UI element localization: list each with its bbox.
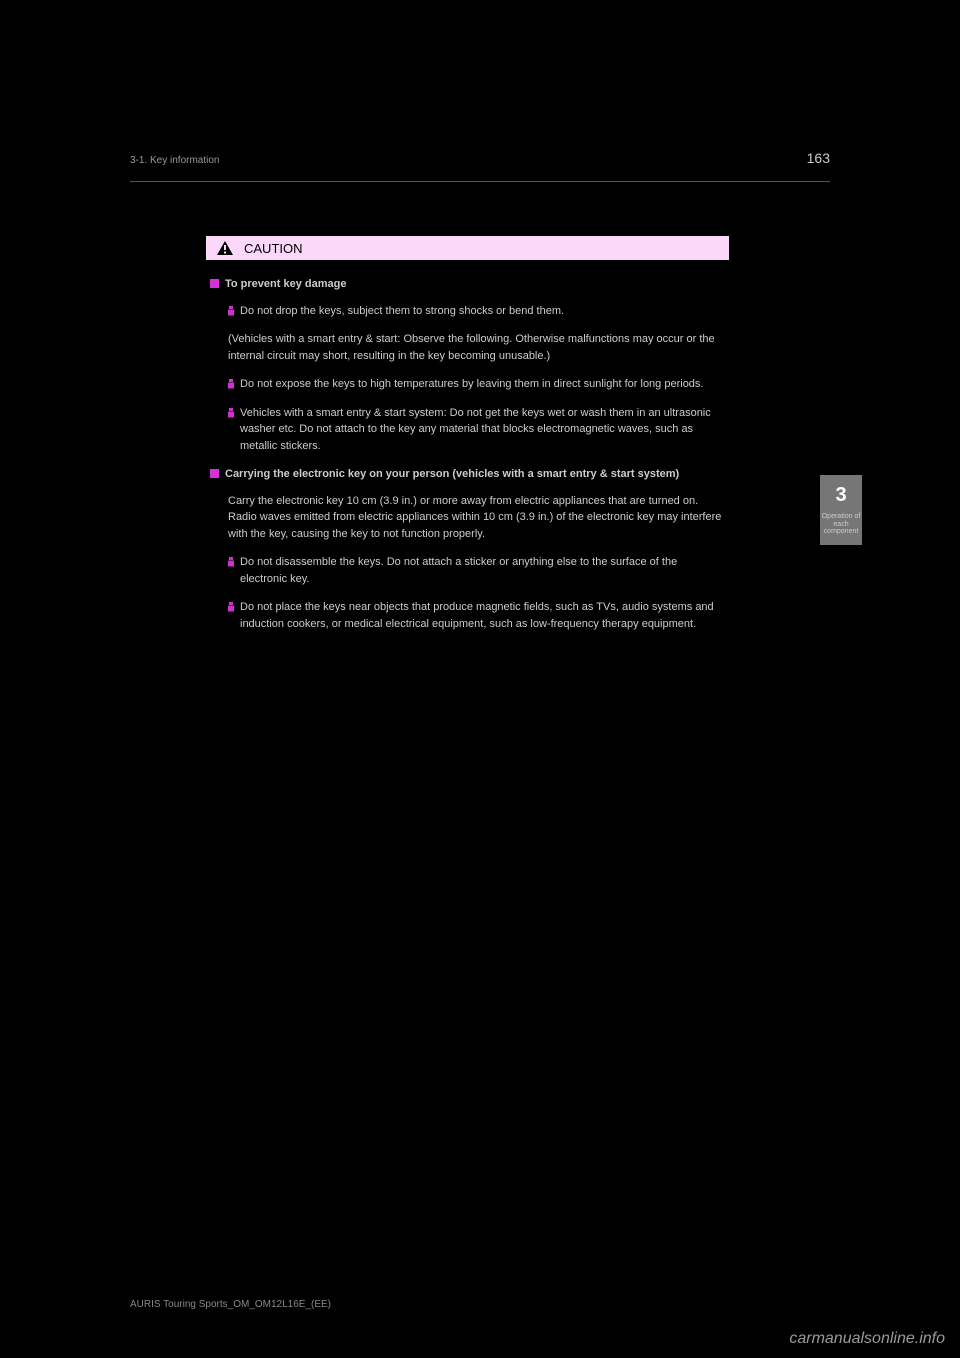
content-area: CAUTION To prevent key damage Do not drop… xyxy=(205,235,730,674)
bullet-item-text: Do not place the keys near objects that … xyxy=(240,599,725,632)
section-heading-text: To prevent key damage xyxy=(225,276,725,293)
bullet-item-text: Do not expose the keys to high temperatu… xyxy=(240,376,725,393)
caution-paragraph: (Vehicles with a smart entry & start: Ob… xyxy=(228,331,725,364)
square-bullet-icon xyxy=(210,469,219,478)
bullet-marker-icon xyxy=(228,408,234,418)
caution-section-heading: To prevent key damage xyxy=(210,276,725,293)
bullet-marker-icon xyxy=(228,306,234,316)
caution-label: CAUTION xyxy=(244,241,303,256)
section-tab-text: Operation of each component xyxy=(820,513,862,536)
caution-bullet-item: Do not expose the keys to high temperatu… xyxy=(228,376,725,393)
caution-bullet-item: Vehicles with a smart entry & start syst… xyxy=(228,405,725,455)
bullet-item-text: Do not drop the keys, subject them to st… xyxy=(240,303,725,320)
caution-body: To prevent key damage Do not drop the key… xyxy=(205,261,730,674)
header-section: 3-1. Key information xyxy=(130,155,220,166)
square-bullet-icon xyxy=(210,279,219,288)
bullet-item-text: Do not disassemble the keys. Do not atta… xyxy=(240,554,725,587)
warning-triangle-icon xyxy=(216,240,234,256)
footer-text: AURIS Touring Sports_OM_OM12L16E_(EE) xyxy=(130,1299,331,1310)
section-tab-number: 3 xyxy=(835,484,846,507)
page-header: 3-1. Key information 163 xyxy=(130,150,830,182)
caution-section-heading: Carrying the electronic key on your pers… xyxy=(210,466,725,483)
watermark: carmanualsonline.info xyxy=(789,1330,945,1348)
caution-bullet-item: Do not drop the keys, subject them to st… xyxy=(228,303,725,320)
caution-paragraph: Carry the electronic key 10 cm (3.9 in.)… xyxy=(228,493,725,543)
caution-bullet-item: Do not place the keys near objects that … xyxy=(228,599,725,632)
bullet-marker-icon xyxy=(228,379,234,389)
caution-header: CAUTION xyxy=(205,235,730,261)
section-heading-text: Carrying the electronic key on your pers… xyxy=(225,466,725,483)
section-tab: 3 Operation of each component xyxy=(820,475,862,545)
bullet-item-text: Vehicles with a smart entry & start syst… xyxy=(240,405,725,455)
bullet-marker-icon xyxy=(228,557,234,567)
bullet-marker-icon xyxy=(228,602,234,612)
caution-bullet-item: Do not disassemble the keys. Do not atta… xyxy=(228,554,725,587)
header-page-number: 163 xyxy=(807,150,830,166)
